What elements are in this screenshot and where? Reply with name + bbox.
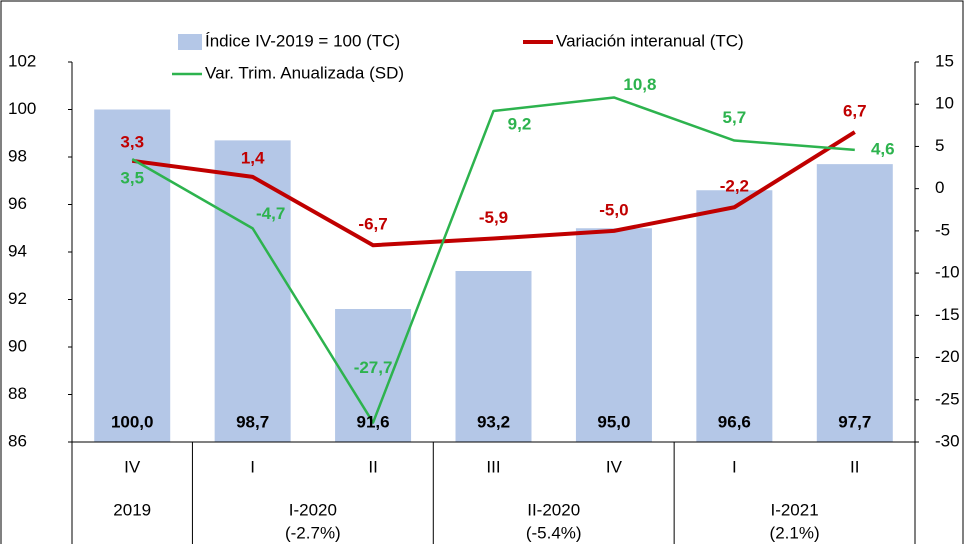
bar <box>455 271 532 442</box>
line-value-label: 9,2 <box>508 114 532 133</box>
legend-label: Índice IV-2019 = 100 (TC) <box>205 31 400 50</box>
y-tick-label: 88 <box>8 384 27 403</box>
group-label: I-2020 <box>289 500 337 519</box>
line-value-label: -5,0 <box>599 200 628 219</box>
line-value-label: 4,6 <box>871 139 895 158</box>
legend-label: Var. Trim. Anualizada (SD) <box>205 63 404 82</box>
line-value-label: 5,7 <box>723 108 747 127</box>
y-tick-label: 90 <box>8 336 27 355</box>
x-tick-label: I <box>732 457 737 476</box>
y-tick-label: 102 <box>8 51 36 70</box>
y2-tick-label: -10 <box>935 263 960 282</box>
x-tick-label: II <box>850 457 859 476</box>
group-label: I-2021 <box>770 500 818 519</box>
x-tick-label: IV <box>124 457 141 476</box>
y-tick-label: 86 <box>8 431 27 450</box>
bar-value-label: 100,0 <box>111 412 154 431</box>
y-tick-label: 98 <box>8 146 27 165</box>
group-note: (2.1%) <box>770 523 820 542</box>
x-tick-label: IV <box>606 457 623 476</box>
y-tick-label: 94 <box>8 241 27 260</box>
line-value-label: 10,8 <box>623 75 656 94</box>
group-label: 2019 <box>113 500 151 519</box>
legend-swatch <box>178 34 202 50</box>
line-value-label: -27,7 <box>354 358 393 377</box>
bar-value-label: 91,6 <box>357 412 390 431</box>
line-value-label: -4,7 <box>256 204 285 223</box>
line-value-label: -2,2 <box>720 177 749 196</box>
y2-tick-label: 5 <box>935 136 944 155</box>
x-tick-label: III <box>486 457 500 476</box>
bar-value-label: 95,0 <box>597 412 630 431</box>
bar <box>816 164 893 442</box>
bar-value-label: 98,7 <box>236 412 269 431</box>
group-label: II-2020 <box>527 500 580 519</box>
bar <box>575 228 652 442</box>
line-value-label: 1,4 <box>241 148 265 167</box>
group-note: (-2.7%) <box>285 523 341 542</box>
legend-label: Variación interanual (TC) <box>556 31 744 50</box>
y-tick-label: 96 <box>8 194 27 213</box>
line-value-label: 3,5 <box>120 169 144 188</box>
y2-tick-label: -5 <box>935 220 950 239</box>
y-tick-label: 100 <box>8 99 36 118</box>
bar-value-label: 97,7 <box>838 412 871 431</box>
line-value-label: -6,7 <box>358 215 387 234</box>
line-value-label: 6,7 <box>843 102 867 121</box>
bar-value-label: 93,2 <box>477 412 510 431</box>
y2-tick-label: -30 <box>935 431 960 450</box>
line <box>131 96 855 424</box>
y2-tick-label: 0 <box>935 178 944 197</box>
y2-tick-label: -20 <box>935 347 960 366</box>
bar <box>696 190 773 442</box>
y2-tick-label: 10 <box>935 94 954 113</box>
bar <box>214 140 291 442</box>
x-tick-label: II <box>368 457 377 476</box>
line <box>131 130 856 248</box>
line-value-label: 3,3 <box>120 132 144 151</box>
y2-tick-label: -25 <box>935 389 960 408</box>
line-value-label: -5,9 <box>479 208 508 227</box>
x-tick-label: I <box>250 457 255 476</box>
y2-tick-label: 15 <box>935 51 954 70</box>
y2-tick-label: -15 <box>935 305 960 324</box>
y-tick-label: 92 <box>8 289 27 308</box>
group-note: (-5.4%) <box>526 523 582 542</box>
bar-value-label: 96,6 <box>718 412 751 431</box>
